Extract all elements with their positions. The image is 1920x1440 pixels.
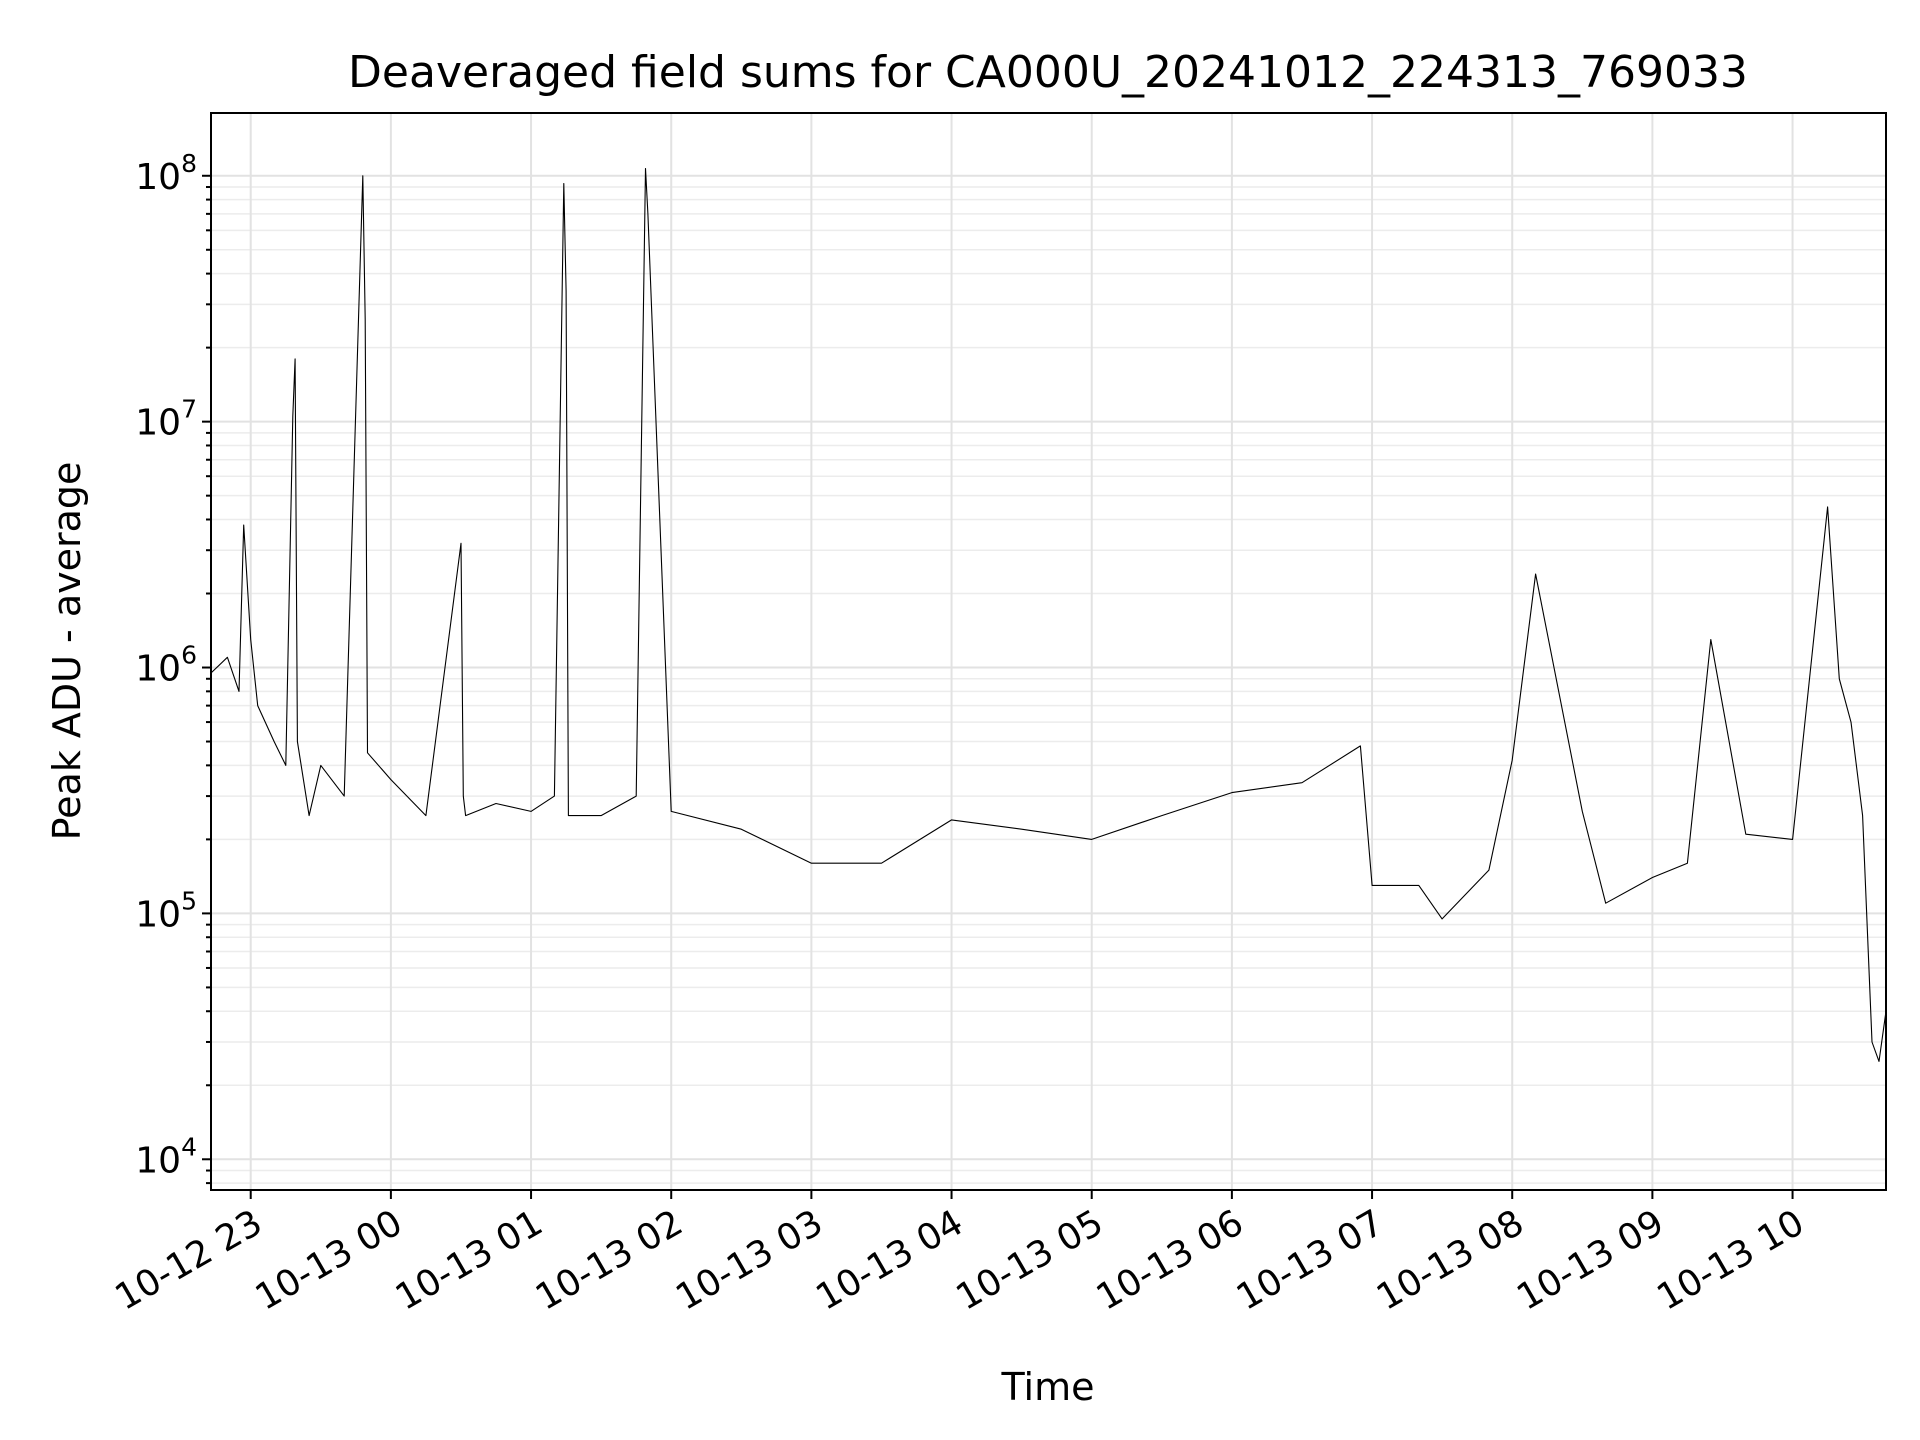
y-tick-base: 10: [135, 157, 181, 198]
x-tick-label: 10-13 02: [529, 1202, 690, 1318]
grid: [211, 113, 1886, 1190]
y-tick-exponent: 4: [181, 1132, 197, 1161]
y-tick-label: 107: [135, 395, 197, 444]
y-tick-label: 104: [135, 1132, 197, 1181]
x-tick-label: 10-13 03: [669, 1202, 830, 1318]
y-tick-exponent: 5: [181, 886, 197, 915]
x-tick-label: 10-12 23: [109, 1202, 270, 1318]
y-tick-base: 10: [135, 403, 181, 444]
x-tick-label: 10-13 05: [950, 1202, 1111, 1318]
plot-area: [210, 167, 1887, 1062]
plot-frame: [210, 112, 1887, 1191]
y-tick-base: 10: [135, 894, 181, 935]
y-tick-base: 10: [135, 649, 181, 690]
chart-title: Deaveraged field sums for CA000U_2024101…: [348, 47, 1748, 98]
y-tick-exponent: 6: [181, 641, 197, 670]
series-line-0: [210, 167, 1887, 1062]
y-tick-label: 105: [135, 886, 197, 935]
x-tick-label: 10-13 09: [1510, 1202, 1671, 1318]
x-tick-label: 10-13 08: [1370, 1202, 1531, 1318]
y-tick-exponent: 8: [181, 149, 197, 178]
y-tick-exponent: 7: [181, 395, 197, 424]
x-tick-label: 10-13 01: [389, 1202, 550, 1318]
x-tick-label: 10-13 04: [809, 1202, 970, 1318]
x-tick-label: 10-13 10: [1650, 1202, 1811, 1318]
y-axis-label: Peak ADU - average: [45, 462, 89, 841]
y-tick-label: 108: [135, 149, 197, 198]
y-tick-label: 106: [135, 641, 197, 690]
x-tick-label: 10-13 00: [249, 1202, 410, 1318]
y-tick-base: 10: [135, 1140, 181, 1181]
x-tick-label: 10-13 06: [1090, 1202, 1251, 1318]
x-tick-label: 10-13 07: [1230, 1202, 1391, 1318]
x-axis-label: Time: [1001, 1365, 1095, 1409]
